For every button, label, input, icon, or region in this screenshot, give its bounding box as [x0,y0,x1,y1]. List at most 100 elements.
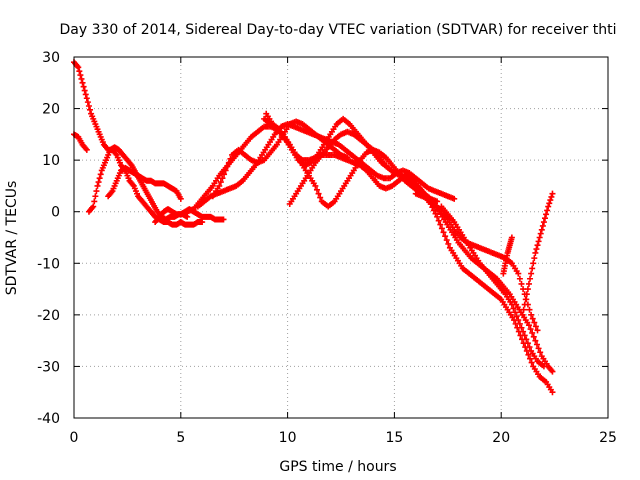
data-point [91,198,98,205]
data-point [225,159,232,166]
data-point [382,162,389,169]
data-point [516,275,523,282]
data-point [548,193,555,200]
data-point [75,64,82,71]
data-point [510,305,517,312]
data-point [442,233,449,240]
data-point [531,255,538,262]
data-point [79,79,86,86]
data-point [549,389,556,396]
data-point [527,326,534,333]
series-s1 [71,59,206,228]
data-point [549,368,556,375]
x-tick-label: 15 [385,430,403,446]
data-point [199,219,206,226]
data-point [547,197,554,204]
data-point [532,249,539,256]
y-tick-label: -20 [37,308,60,324]
plot-frame [73,56,609,419]
data-point [85,102,92,109]
x-tick-label: 0 [70,430,79,446]
data-point [217,179,224,186]
data-point [524,340,531,347]
data-point [523,336,530,343]
data-point [312,182,319,189]
data-point [512,309,519,316]
data-point [525,280,532,287]
data-point [513,313,520,320]
data-point [515,317,522,324]
data-point [521,332,528,339]
data-point [508,301,515,308]
data-point [313,186,320,193]
data-point [515,270,522,277]
data-point [76,68,83,75]
y-tick-label: -30 [37,359,60,375]
data-point [524,286,531,293]
data-point [530,333,537,340]
data-point [546,200,553,207]
data-point [93,188,100,195]
y-tick-label: 0 [51,205,60,221]
data-point [315,190,322,197]
data-point [525,322,532,329]
data-point [451,195,458,202]
data-point [545,203,552,210]
data-point [526,344,533,351]
data-point [543,211,550,218]
x-tick-labels: 0 5 10 15 20 25 [70,430,617,446]
data-point [227,155,234,162]
x-axis-label: GPS time / hours [279,459,396,475]
data-point [177,195,184,202]
data-point [537,349,544,356]
data-point [530,260,537,267]
data-point [94,182,101,189]
data-point [532,323,539,330]
data-point [437,221,444,228]
data-point [534,242,541,249]
data-point [528,270,535,277]
data-point [78,75,85,82]
data-point [90,203,97,210]
data-point [535,345,542,352]
data-point [528,311,535,318]
data-point [526,306,533,313]
series-s8 [209,118,351,200]
data-point [532,337,539,344]
data-point [549,190,556,197]
data-point [83,146,90,153]
data-point [541,215,548,222]
data-point [528,359,535,366]
data-point [529,265,536,272]
data-point [520,306,527,313]
data-point [84,99,91,106]
data-point [82,91,89,98]
data-point [96,175,103,182]
data-point [222,167,229,174]
data-point [317,194,324,201]
data-points [71,59,556,396]
data-point [438,225,445,232]
data-point [445,240,452,247]
data-point [440,229,447,236]
data-point [430,207,437,214]
axis-ticks [73,56,609,419]
data-point [184,213,191,220]
data-point [531,319,538,326]
series-s11 [286,128,389,207]
data-point [540,363,547,370]
y-tick-label: 10 [42,153,60,169]
data-point [533,246,540,253]
y-axis-label: SDTVAR / TECUs [4,181,20,296]
data-point [519,311,526,318]
data-point [521,301,528,308]
y-tick-label: 20 [42,102,60,118]
data-point [544,207,551,214]
data-point [535,238,542,245]
data-point [432,210,439,217]
x-tick-label: 25 [599,430,617,446]
data-point [434,213,441,220]
data-point [539,222,546,229]
data-point [533,341,540,348]
data-point [525,351,532,358]
